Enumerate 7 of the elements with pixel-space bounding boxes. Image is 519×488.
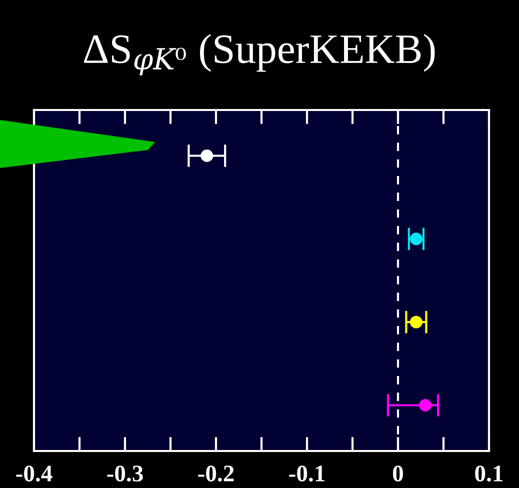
- x-tick-label: 0.1: [475, 466, 503, 482]
- x-tick-label: -0.2: [198, 466, 234, 482]
- x-tick-label: -0.3: [107, 466, 143, 482]
- x-tick-label: 0: [392, 466, 404, 482]
- x-tick-label: -0.4: [16, 466, 52, 482]
- x-tick-label: -0.1: [289, 466, 324, 482]
- chart-title: ΔS$_{φK⁰}$ (SuperKEKB): [84, 34, 435, 76]
